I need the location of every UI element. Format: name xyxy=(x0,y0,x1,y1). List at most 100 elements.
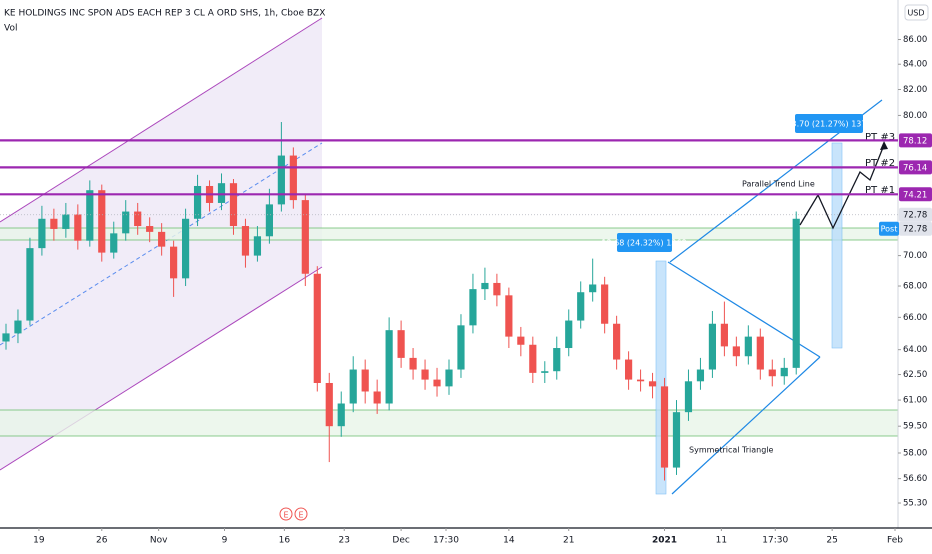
x-tick-label: 19 xyxy=(33,536,45,546)
x-tick-label: 26 xyxy=(96,536,108,546)
x-tick-label: 21 xyxy=(563,536,574,546)
candle-body xyxy=(181,218,190,279)
candle-body xyxy=(122,211,130,234)
x-tick-label: 17:30 xyxy=(433,536,459,546)
price-label: 78.12 xyxy=(903,136,927,146)
candle-body xyxy=(349,369,357,404)
trend-line-label: Parallel Trend Line xyxy=(742,180,815,189)
earnings-marker[interactable] xyxy=(279,507,293,521)
currency-box[interactable] xyxy=(904,4,929,21)
x-tick-label: 14 xyxy=(503,536,515,546)
y-tick-label: 59.50 xyxy=(903,422,927,432)
y-tick-label: 84.00 xyxy=(903,60,927,70)
y-tick-label: 62.50 xyxy=(903,370,927,380)
earnings-label[interactable]: E xyxy=(283,511,288,520)
post-box xyxy=(879,221,899,236)
x-tick-label: Nov xyxy=(150,536,168,546)
candle-body xyxy=(86,190,94,241)
indicator-label: Vol xyxy=(4,24,17,34)
candle-body xyxy=(660,386,669,468)
candle-body xyxy=(577,292,585,321)
candle-body xyxy=(792,218,800,368)
measure-range xyxy=(655,260,667,495)
candle-body xyxy=(62,214,70,229)
price-axis xyxy=(898,0,932,550)
x-tick-label: 16 xyxy=(279,536,291,546)
candle-body xyxy=(529,344,537,373)
pt-label: PT #3 xyxy=(865,132,895,143)
candle-body xyxy=(732,346,740,357)
candle-body xyxy=(445,369,453,387)
post-label: Post xyxy=(881,225,898,234)
earnings-marker[interactable] xyxy=(294,507,308,521)
candle-body xyxy=(720,323,728,347)
candle-body xyxy=(361,369,369,392)
candle-body xyxy=(708,323,717,370)
chart-title: KE HOLDINGS INC SPON ADS EACH REP 3 CL A… xyxy=(4,9,325,19)
x-tick-label: Dec xyxy=(392,536,409,546)
candle-body xyxy=(134,211,142,227)
candle-body xyxy=(684,381,693,413)
candle-body xyxy=(74,214,82,241)
candle-body xyxy=(26,248,34,321)
support-zone xyxy=(0,410,898,436)
price-label: 74.21 xyxy=(903,190,927,200)
candle-body xyxy=(253,236,262,256)
y-tick-label: 70.00 xyxy=(903,251,927,261)
y-tick-label: 68.00 xyxy=(903,282,927,292)
y-tick-label: 86.00 xyxy=(903,35,927,45)
candle-body xyxy=(158,231,166,247)
candle-body xyxy=(193,185,202,219)
price-label-box xyxy=(899,187,932,202)
candles xyxy=(2,122,800,481)
arrow-head xyxy=(880,141,888,150)
currency[interactable]: USD xyxy=(907,9,924,18)
y-tick-label: 55.30 xyxy=(903,499,927,509)
price-label: 76.14 xyxy=(903,163,927,173)
candle-body xyxy=(744,336,752,357)
measure-label: 13.68 (24.32%) 1368 xyxy=(601,239,686,248)
candle-body xyxy=(768,369,776,377)
candle-body xyxy=(397,330,405,358)
x-tick-label: 2021 xyxy=(652,536,677,546)
x-tick-label: 25 xyxy=(826,536,837,546)
y-tick-label: 58.00 xyxy=(903,448,927,458)
candle-body xyxy=(325,382,333,427)
candle-body xyxy=(493,282,501,296)
y-tick-label: 56.60 xyxy=(903,474,927,484)
candle-body xyxy=(241,226,250,256)
candle-body xyxy=(589,284,597,293)
x-tick-label: 17:30 xyxy=(762,536,788,546)
candle-body xyxy=(469,289,477,326)
post-price-label: 72.78 xyxy=(903,225,927,235)
candle-body xyxy=(14,320,22,334)
candle-body xyxy=(265,204,273,237)
candle-body xyxy=(613,323,621,360)
candle-body xyxy=(553,348,561,372)
last-price-box xyxy=(899,207,932,222)
candle-body xyxy=(2,333,10,342)
candle-body xyxy=(541,371,549,373)
candle-body xyxy=(481,282,489,290)
price-label-box xyxy=(899,133,932,148)
y-tick-label: 64.00 xyxy=(903,345,927,355)
pt-label: PT #1 xyxy=(865,185,895,196)
candle-body xyxy=(433,379,441,387)
triangle-lower xyxy=(671,356,821,495)
candle-body xyxy=(696,369,705,382)
earnings-label[interactable]: E xyxy=(298,511,303,520)
y-tick-label: 80.00 xyxy=(903,111,927,121)
y-tick-label: 61.00 xyxy=(903,396,927,406)
candle-body xyxy=(385,330,393,404)
candle-body xyxy=(457,325,465,370)
candle-body xyxy=(38,218,46,249)
candle-body xyxy=(565,320,573,349)
last-price-label: 72.78 xyxy=(903,211,927,221)
pt-label: PT #2 xyxy=(865,158,895,169)
x-tick-label: Feb xyxy=(887,536,903,546)
candle-body xyxy=(672,412,681,468)
channel-upper xyxy=(0,17,323,223)
resistance-zone xyxy=(0,228,898,240)
